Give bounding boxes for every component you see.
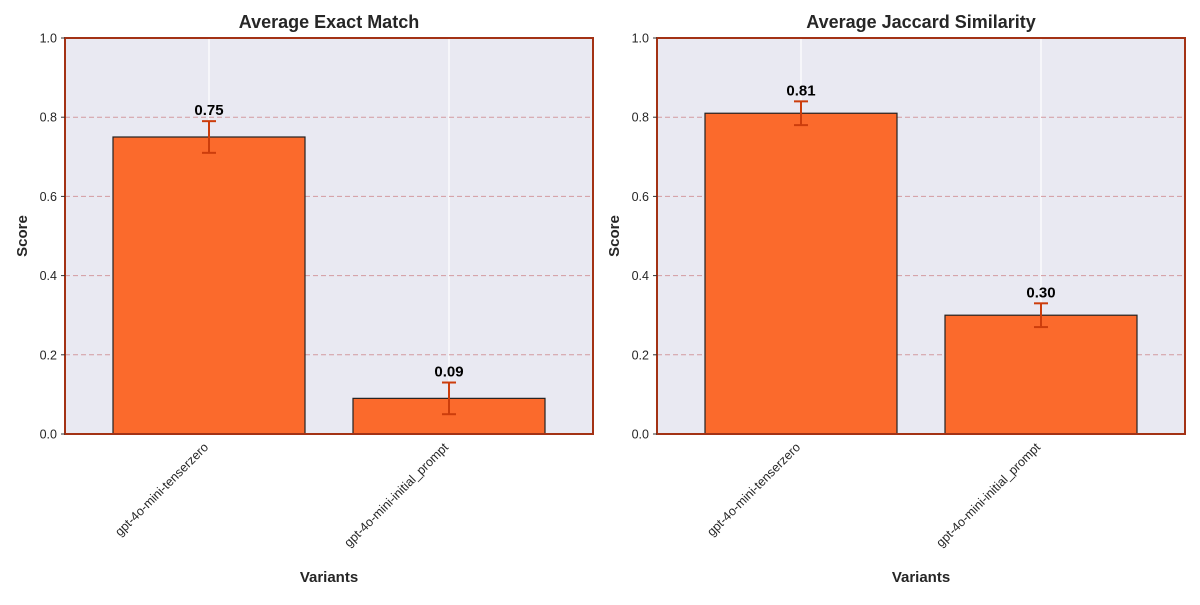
y-axis-label: Score — [606, 215, 623, 257]
data-label: 0.75 — [194, 102, 223, 119]
bar — [944, 314, 1138, 435]
plot-frame — [656, 37, 1186, 435]
data-label: 0.81 — [786, 82, 815, 99]
chart-panel-1: 0.75 0.09 0.0 0.2 0.4 0.6 0.8 1.0 gpt-4o-mini-te… — [14, 12, 594, 586]
error-bar — [794, 100, 808, 127]
y-tick-label: 0.8 — [632, 111, 649, 125]
y-tick-label: 0.2 — [40, 348, 57, 362]
data-label: 0.09 — [434, 364, 463, 381]
y-tick-label: 0.2 — [632, 348, 649, 362]
y-tick-label: 0.6 — [632, 190, 649, 204]
y-tick-label: 0.0 — [40, 428, 57, 442]
y-tick-label: 0.0 — [632, 428, 649, 442]
y-tick-label: 0.4 — [40, 269, 57, 283]
plot-frame — [64, 37, 594, 435]
error-bar — [1034, 302, 1048, 329]
error-bar — [202, 120, 216, 154]
chart-title: Average Jaccard Similarity — [806, 12, 1035, 32]
y-tick-label: 1.0 — [40, 32, 57, 46]
chart-title: Average Exact Match — [239, 12, 419, 32]
x-tick-label: gpt-4o-mini-initial_prompt — [933, 440, 1043, 550]
bar — [704, 112, 898, 435]
y-tick-label: 0.8 — [40, 111, 57, 125]
y-axis-label: Score — [14, 215, 31, 257]
chart-panel-2: 0.81 0.30 0.0 0.2 0.4 0.6 0.8 1.0 gpt-4o-mini-te… — [606, 12, 1186, 586]
data-label: 0.30 — [1026, 284, 1055, 301]
x-axis-label: Variants — [892, 569, 950, 586]
x-tick-label: gpt-4o-mini-initial_prompt — [341, 440, 451, 550]
x-tick-label: gpt-4o-mini-tenserzero — [112, 440, 211, 539]
y-tick-label: 0.4 — [632, 269, 649, 283]
y-tick-label: 1.0 — [632, 32, 649, 46]
error-bar — [442, 381, 456, 416]
x-axis-label: Variants — [300, 569, 358, 586]
bar — [112, 136, 306, 435]
y-tick-label: 0.6 — [40, 190, 57, 204]
x-tick-label: gpt-4o-mini-tenserzero — [704, 440, 803, 539]
